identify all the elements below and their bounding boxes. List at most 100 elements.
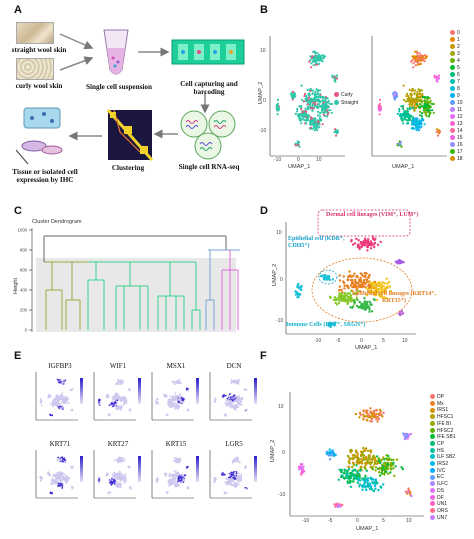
umap-point	[383, 282, 386, 285]
umap-point	[317, 103, 320, 106]
celltype-legend-item: EC	[430, 474, 444, 480]
umap-point	[365, 456, 368, 459]
celltype-legend-item: DS	[430, 488, 444, 494]
panel-b-xtick-1: 0	[297, 157, 300, 163]
umap-point	[378, 413, 381, 417]
umap-point	[328, 458, 332, 461]
umap-point	[329, 102, 332, 106]
umap-point	[374, 469, 377, 472]
umap-point	[352, 480, 355, 483]
umap-point	[392, 94, 395, 97]
umap-point	[305, 122, 308, 125]
umap-point	[312, 117, 316, 120]
umap-point	[355, 475, 358, 478]
umap-point	[374, 237, 377, 240]
legend-label: IRS1	[437, 407, 449, 414]
umap-point	[403, 115, 406, 118]
umap-point	[389, 467, 392, 470]
umap-point	[301, 117, 304, 120]
umap-point	[406, 119, 409, 122]
umap-point	[347, 275, 350, 278]
umap-point	[396, 112, 399, 115]
umap-point	[384, 468, 387, 471]
umap-point	[346, 480, 349, 483]
cluster-legend-item: 4	[450, 58, 460, 64]
legend-label: HFSC2	[437, 427, 454, 434]
umap-point	[359, 280, 363, 283]
umap-point	[401, 467, 404, 471]
cluster-legend-item: 14	[450, 128, 463, 134]
umap-point	[316, 57, 319, 60]
umap-point	[349, 476, 353, 480]
umap-point	[296, 110, 299, 113]
legend-label: UN1	[437, 501, 448, 508]
umap-point	[410, 115, 413, 118]
umap-point	[342, 275, 345, 278]
celltype-legend-item: ORS	[430, 508, 448, 514]
dendrogram-tick-label: 1000	[18, 228, 28, 233]
umap-point	[369, 451, 372, 454]
umap-point	[414, 125, 418, 128]
umap-point	[431, 102, 434, 106]
legend-label: Straight	[341, 100, 359, 106]
legend-label: IRS2	[437, 461, 449, 467]
umap-point	[412, 119, 415, 122]
umap-point	[329, 109, 332, 112]
umap-point	[392, 467, 395, 470]
umap-point	[304, 119, 307, 122]
umap-point	[415, 103, 419, 106]
umap-point	[422, 118, 425, 121]
legend-label: Mx	[437, 400, 444, 407]
umap-point	[365, 461, 369, 464]
umap-point	[412, 62, 415, 65]
umap-point	[437, 77, 440, 80]
umap-point	[324, 98, 327, 101]
umap-point	[341, 294, 344, 298]
umap-point	[353, 292, 356, 295]
umap-point	[383, 458, 386, 461]
umap-point	[426, 98, 429, 101]
umap-point	[412, 116, 415, 119]
legend-swatch	[450, 30, 455, 36]
panel-letter-c: C	[14, 205, 22, 217]
umap-point	[304, 92, 307, 95]
umap-point	[365, 278, 369, 282]
legend-label: 17	[457, 149, 463, 155]
umap-point	[412, 56, 415, 59]
legend-label: DS	[437, 487, 444, 494]
umap-point	[316, 110, 320, 113]
umap-point	[422, 57, 425, 60]
celltype-legend-item: HFSC2	[430, 428, 453, 434]
umap-point	[417, 62, 420, 65]
umap-point	[317, 92, 320, 95]
umap-point	[328, 448, 331, 451]
umap-point	[406, 92, 409, 95]
umap-point	[401, 114, 404, 117]
umap-point	[353, 272, 356, 275]
umap-point	[377, 471, 381, 474]
umap-point	[353, 242, 357, 245]
umap-point	[390, 465, 393, 468]
umap-point	[410, 96, 413, 99]
umap-point	[352, 462, 355, 465]
umap-point	[370, 420, 374, 423]
legend-label: IFE BI	[437, 420, 451, 427]
umap-point	[423, 109, 426, 112]
umap-point	[355, 296, 359, 300]
umap-point	[364, 282, 367, 285]
umap-point	[365, 239, 368, 243]
legend-swatch	[430, 508, 435, 514]
umap-point	[393, 96, 396, 99]
umap-point	[297, 465, 301, 469]
umap-point	[363, 300, 366, 304]
umap-point	[347, 459, 351, 463]
umap-point	[311, 109, 314, 112]
umap-point	[415, 129, 418, 132]
umap-point	[432, 102, 436, 106]
umap-point	[369, 416, 373, 419]
umap-point	[330, 102, 334, 106]
umap-point	[393, 474, 396, 477]
umap-point	[420, 89, 424, 92]
umap-point	[421, 112, 424, 115]
umap-point	[309, 105, 312, 108]
